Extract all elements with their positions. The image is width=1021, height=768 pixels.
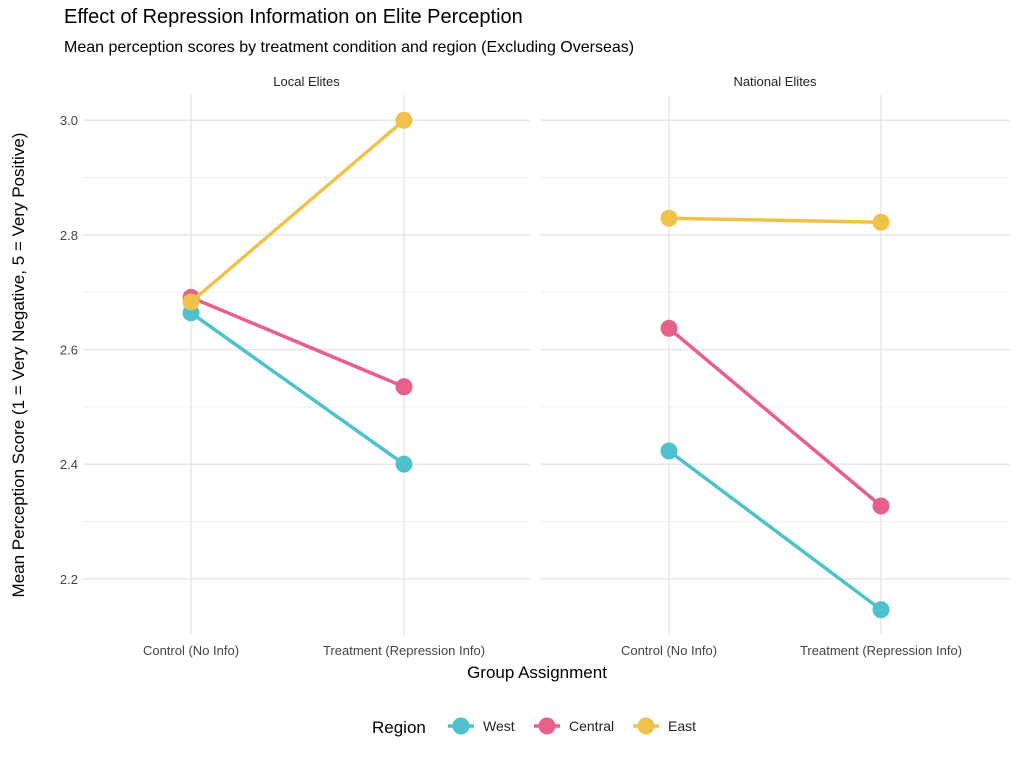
data-point <box>872 497 890 515</box>
series-line <box>189 118 406 304</box>
series-line <box>667 449 883 612</box>
x-axis-label: Group Assignment <box>467 663 607 682</box>
legend-label: Central <box>569 718 614 734</box>
data-point <box>182 293 200 311</box>
legend-title: Region <box>372 718 426 737</box>
series-line <box>667 326 883 508</box>
x-tick-label: Control (No Info) <box>143 643 239 658</box>
chart-title: Effect of Repression Information on Elit… <box>64 6 523 28</box>
series-west <box>182 304 413 473</box>
series-central <box>182 288 413 396</box>
legend-label: East <box>668 718 696 734</box>
data-point <box>660 319 678 337</box>
legend-label: West <box>483 718 515 734</box>
series-line <box>668 216 882 225</box>
panel-title: Local Elites <box>273 74 340 89</box>
series-west <box>660 442 890 619</box>
legend: Region West Central East <box>372 717 696 737</box>
y-axis-label: Mean Perception Score (1 = Very Negative… <box>9 133 28 598</box>
legend-item-east: East <box>633 717 696 735</box>
legend-item-central: Central <box>534 717 614 735</box>
series-central <box>660 319 890 515</box>
data-point <box>395 455 413 473</box>
series-line <box>189 311 406 466</box>
x-tick-label: Control (No Info) <box>621 643 717 658</box>
legend-key-point <box>538 717 556 735</box>
legend-item-west: West <box>448 717 515 735</box>
data-point <box>660 442 678 460</box>
data-point <box>872 213 890 231</box>
data-point <box>660 209 678 227</box>
data-point <box>872 601 890 619</box>
data-point <box>395 111 413 129</box>
panel-local-elites: Local Elites 2.2 2.4 2.6 2.8 3.0 Control (No I… <box>60 74 530 658</box>
series-line <box>190 295 405 389</box>
panel-national-elites: National Elites Control (No Info) Treatmen… <box>540 74 1010 658</box>
panel-title: National Elites <box>733 74 817 89</box>
y-tick-label: 2.4 <box>60 457 78 472</box>
data-point <box>395 378 413 396</box>
legend-key-point <box>637 717 655 735</box>
x-tick-label: Treatment (Repression Info) <box>323 643 485 658</box>
legend-key-point <box>452 717 470 735</box>
series-east <box>660 209 890 231</box>
chart-subtitle: Mean perception scores by treatment cond… <box>64 39 634 56</box>
y-tick-label: 2.6 <box>60 343 78 358</box>
y-tick-label: 2.8 <box>60 228 78 243</box>
series-east <box>182 111 413 311</box>
x-tick-label: Treatment (Repression Info) <box>800 643 962 658</box>
y-tick-label: 3.0 <box>60 113 78 128</box>
y-tick-label: 2.2 <box>60 572 78 587</box>
